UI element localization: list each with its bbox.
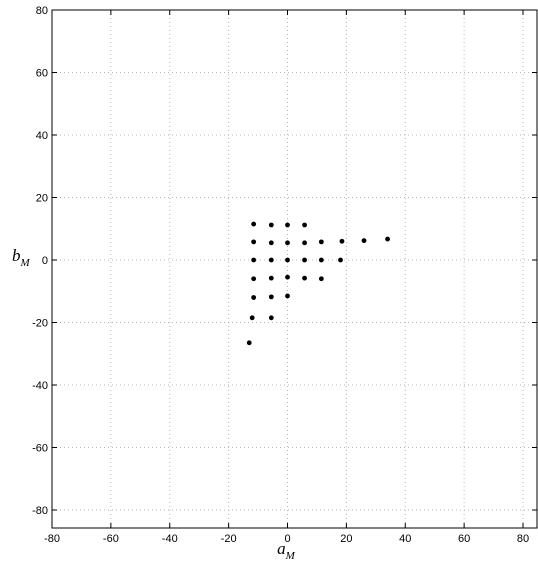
data-point <box>251 257 257 263</box>
x-axis-label-sub: M <box>285 550 296 562</box>
data-point <box>285 222 290 228</box>
data-point <box>268 294 274 300</box>
data-point <box>339 238 345 244</box>
plot-background <box>52 10 537 528</box>
y-tick-label: -20 <box>32 318 48 330</box>
y-tick-label: 0 <box>42 255 48 267</box>
data-point <box>251 276 257 282</box>
data-point <box>268 275 274 281</box>
x-tick-label: -60 <box>103 533 119 545</box>
data-point <box>318 239 324 245</box>
x-tick-label: -20 <box>221 533 237 545</box>
data-point <box>268 222 274 228</box>
data-point <box>251 221 257 227</box>
data-point <box>285 257 290 263</box>
x-axis-label-main: a <box>277 539 286 558</box>
data-point <box>318 257 324 263</box>
data-point <box>385 236 390 242</box>
x-tick-label: -80 <box>44 533 60 545</box>
data-point <box>246 340 252 346</box>
data-point <box>251 295 257 300</box>
x-tick-label: 60 <box>458 533 470 545</box>
y-tick-label: 80 <box>36 5 48 17</box>
data-point <box>302 240 307 246</box>
data-point <box>268 240 274 246</box>
y-tick-label: -80 <box>32 505 48 517</box>
x-axis-label: aM <box>277 539 296 562</box>
plot-frame <box>51 9 538 529</box>
y-axis-label-main: b <box>12 246 21 265</box>
data-point <box>302 222 307 228</box>
x-tick-label: 20 <box>340 533 352 545</box>
x-tick-label: 80 <box>517 533 529 545</box>
x-tick-label: -40 <box>162 533 178 545</box>
y-tick-label: 20 <box>36 193 48 205</box>
data-point <box>268 257 274 263</box>
data-point <box>268 315 274 321</box>
data-point <box>318 276 324 282</box>
data-point <box>251 239 257 245</box>
data-point <box>285 274 290 280</box>
data-point <box>302 257 307 263</box>
y-tick-label: -60 <box>32 443 48 455</box>
y-tick-label: 60 <box>36 68 48 80</box>
y-axis-label: bM <box>12 246 31 269</box>
data-point <box>361 238 367 244</box>
data-point <box>302 275 307 281</box>
x-tick-label: 0 <box>284 533 290 545</box>
data-point <box>249 315 255 321</box>
y-tick-label: -40 <box>32 380 48 392</box>
y-axis-label-sub: M <box>20 257 31 269</box>
data-point <box>285 240 290 246</box>
data-point <box>338 257 343 263</box>
data-point <box>285 293 290 299</box>
data-points <box>246 221 390 346</box>
tick-labels: -80 -60 -40 -20 0 20 40 60 80 -80 -60 -40 -20 0 20 40 60… <box>32 5 529 545</box>
y-tick-label: 40 <box>36 130 48 142</box>
x-tick-label: 40 <box>399 533 411 545</box>
